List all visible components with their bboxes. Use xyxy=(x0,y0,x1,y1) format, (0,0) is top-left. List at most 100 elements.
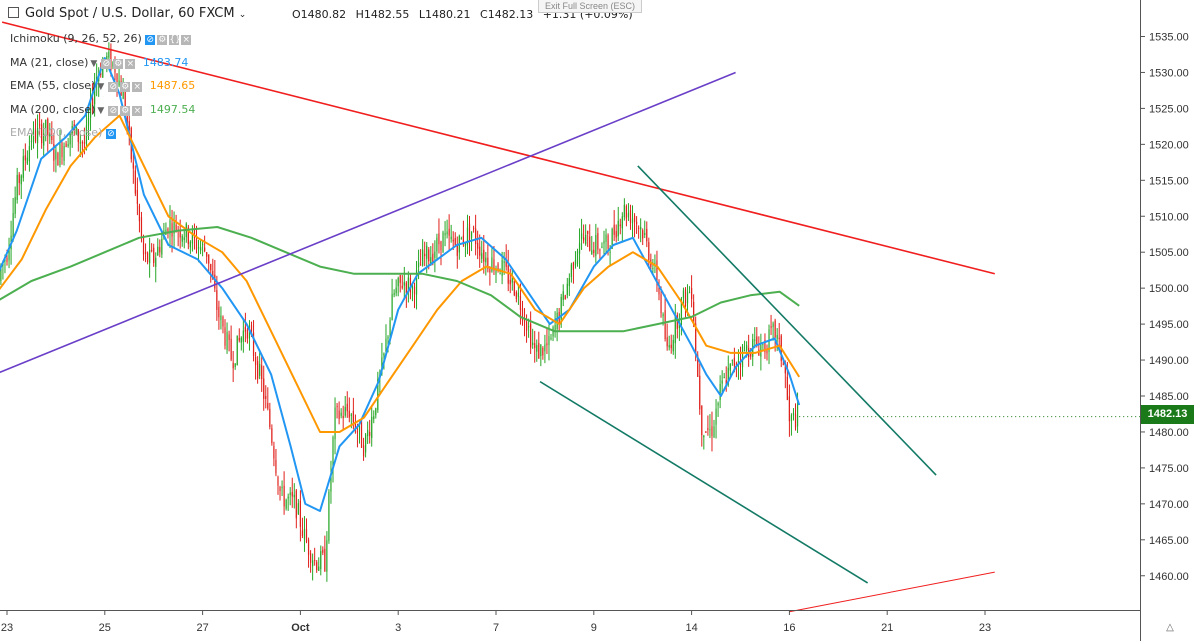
chevron-down-icon[interactable]: ▼ xyxy=(97,105,105,116)
candle-body xyxy=(316,561,318,571)
candle-body xyxy=(719,383,721,400)
settings-icon[interactable]: ⚙ xyxy=(113,58,124,69)
settings-icon[interactable]: ⚙ xyxy=(120,105,131,116)
candle-body xyxy=(668,345,670,348)
candle-body xyxy=(420,264,422,266)
candle-body xyxy=(61,143,63,158)
price-axis[interactable]: 1460.00 1465.00 1470.00 1475.00 1480.00 1485.… xyxy=(1140,0,1189,641)
candle-body xyxy=(389,320,391,340)
candle-body xyxy=(146,252,149,263)
candle-body xyxy=(218,306,220,318)
candle-body xyxy=(448,228,450,236)
candle-body xyxy=(470,231,473,238)
candle-body xyxy=(204,247,206,252)
candle-body xyxy=(601,246,603,248)
candle-body xyxy=(230,338,232,360)
candle-body xyxy=(75,126,77,135)
visibility-icon[interactable]: ⊘ xyxy=(108,105,119,116)
candle-body xyxy=(556,312,558,330)
candle-body xyxy=(112,62,114,67)
candle-body xyxy=(138,205,141,222)
study-ma21[interactable]: MA (21, close) ▼ ⊘ ⚙ × 1483.74 xyxy=(10,56,195,80)
candle-body xyxy=(16,174,18,200)
candle-body xyxy=(511,277,513,283)
visibility-icon[interactable]: ⊘ xyxy=(101,58,112,69)
candle-body xyxy=(413,286,416,295)
candle-body xyxy=(475,228,477,245)
candle-body xyxy=(94,84,96,105)
candle-body xyxy=(356,431,359,433)
price-tick-label: 1465.00 xyxy=(1149,535,1189,547)
candle-body xyxy=(305,529,308,542)
study-name: EMA (55, close) xyxy=(10,79,96,92)
close-icon[interactable]: × xyxy=(125,58,136,69)
candle-body xyxy=(489,268,491,273)
chevron-down-icon[interactable]: ▼ xyxy=(97,82,105,92)
candle-body xyxy=(725,380,727,386)
candle-body xyxy=(613,224,615,235)
time-axis[interactable]: 23 25 27 Oct 3 7 9 14 16 21 23 xyxy=(0,610,1140,634)
candle-body xyxy=(246,329,249,339)
exit-fullscreen-button[interactable]: Exit Full Screen (ESC) xyxy=(538,0,643,13)
time-tick-label: 3 xyxy=(395,622,401,634)
candle-body xyxy=(595,235,597,256)
chevron-down-icon[interactable]: ▼ xyxy=(90,58,98,69)
candle-body xyxy=(572,262,575,270)
candle-body xyxy=(309,553,312,563)
candle-body xyxy=(676,314,678,329)
candle-body xyxy=(250,325,253,335)
visibility-icon[interactable]: ⊘ xyxy=(145,35,156,45)
trend-drawings[interactable] xyxy=(0,21,1140,613)
source-code-icon[interactable]: {} xyxy=(169,35,181,45)
candle-body xyxy=(367,430,369,437)
candle-body xyxy=(24,155,26,161)
candle-body xyxy=(472,227,475,229)
candle-body xyxy=(362,445,365,457)
scroll-to-realtime-icon[interactable]: △ xyxy=(1166,622,1174,633)
candle-body xyxy=(181,236,183,242)
close-icon[interactable]: × xyxy=(132,82,143,92)
candle-body xyxy=(693,302,695,325)
candle-body xyxy=(580,233,583,239)
candle-body xyxy=(191,232,194,244)
settings-icon[interactable]: ⚙ xyxy=(157,35,168,45)
candle-body xyxy=(450,236,452,240)
candle-body xyxy=(442,232,444,253)
time-tick-label: 16 xyxy=(783,622,795,634)
study-value: 1483.74 xyxy=(142,55,189,69)
study-ema55[interactable]: EMA (55, close) ▼ ⊘ ⚙ × 1487.65 xyxy=(10,79,195,103)
chevron-down-icon[interactable]: ⌄ xyxy=(238,10,247,20)
candle-body xyxy=(430,257,432,266)
candle-body xyxy=(691,288,693,299)
candle-body xyxy=(417,262,420,267)
candle-body xyxy=(593,249,595,254)
candle-body xyxy=(688,292,691,294)
symbol-title[interactable]: Gold Spot / U.S. Dollar, 60 FXCM ⌄ xyxy=(8,6,246,21)
candle-body xyxy=(173,220,175,234)
settings-icon[interactable]: ⚙ xyxy=(120,82,131,92)
visibility-icon[interactable]: ⊘ xyxy=(108,82,119,92)
candle-body xyxy=(326,540,328,572)
close-icon[interactable]: × xyxy=(181,35,192,45)
candle-body xyxy=(680,298,683,326)
price-tick-label: 1525.00 xyxy=(1149,103,1189,115)
candle-body xyxy=(240,337,242,343)
time-tick-label: 23 xyxy=(979,622,991,634)
candle-body xyxy=(772,323,774,327)
visibility-icon[interactable]: ⊘ xyxy=(105,129,116,139)
study-ma200[interactable]: MA (200, close) ▼ ⊘ ⚙ × 1497.54 xyxy=(10,103,195,127)
close-icon[interactable]: × xyxy=(132,105,143,116)
study-ema100[interactable]: EMA (100, close) ⊘ xyxy=(10,126,195,150)
candle-body xyxy=(226,332,228,350)
study-ichimoku[interactable]: Ichimoku (9, 26, 52, 26) ⊘ ⚙{} × xyxy=(10,32,195,56)
price-tick-label: 1520.00 xyxy=(1149,139,1189,151)
candle-body xyxy=(34,130,37,142)
symbol-name: Gold Spot / U.S. Dollar xyxy=(25,6,170,21)
candle-body xyxy=(279,487,281,492)
collapse-icon[interactable] xyxy=(8,7,19,18)
candle-body xyxy=(495,267,497,275)
candle-body xyxy=(385,338,387,352)
candle-body xyxy=(403,282,405,286)
candle-body xyxy=(523,319,526,322)
